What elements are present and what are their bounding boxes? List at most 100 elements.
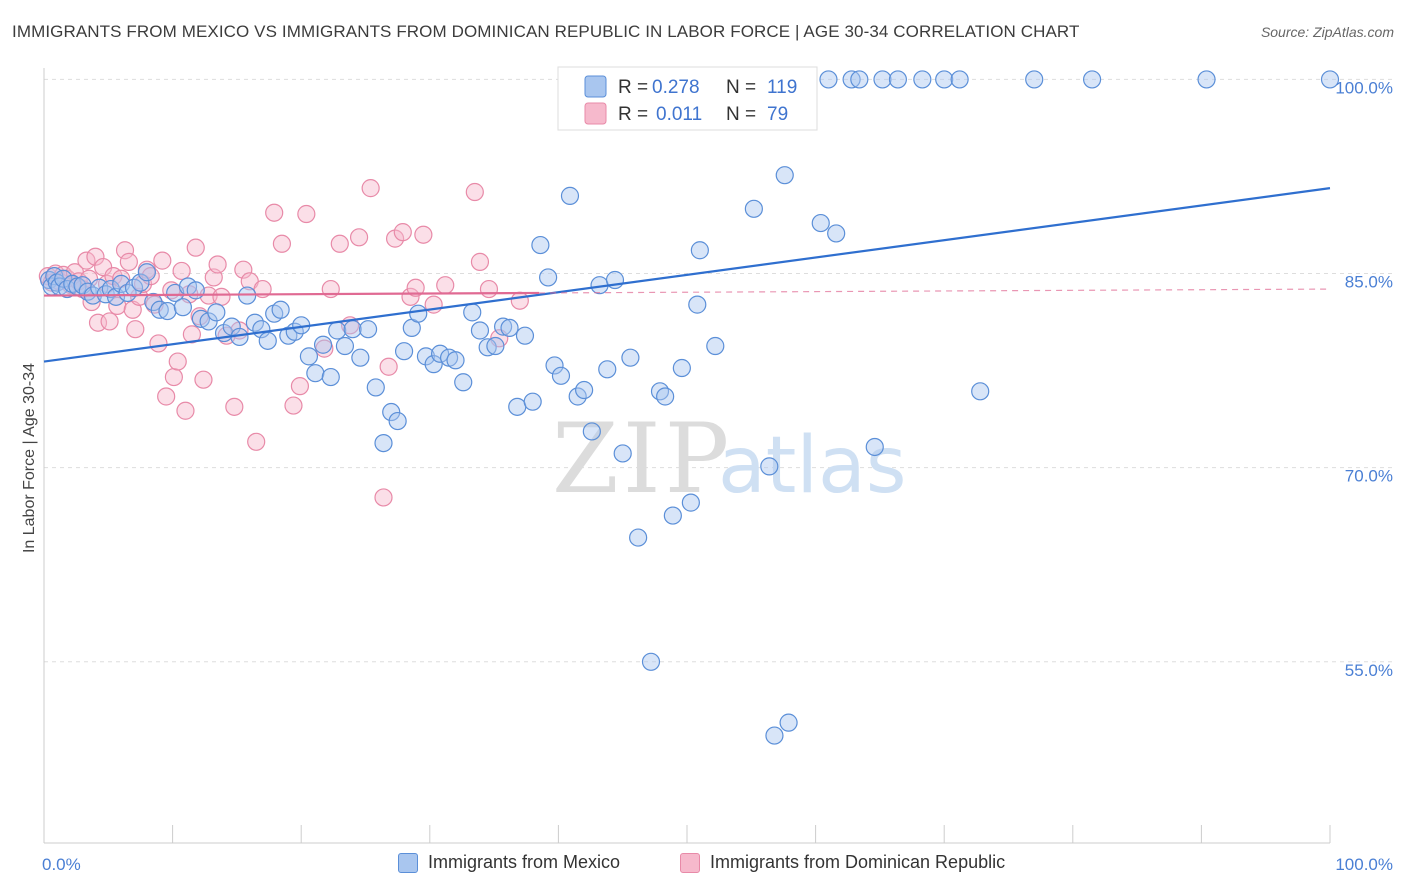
legend-item-mexico: Immigrants from Mexico	[398, 852, 620, 873]
watermark: ZIP atlas	[552, 403, 907, 515]
point-dominican-45	[208, 255, 227, 274]
point-mexico-54	[382, 402, 401, 422]
point-dominican-46	[212, 287, 231, 306]
point-dominican-50	[234, 260, 253, 279]
legend-n-label-mexico: N =	[726, 77, 756, 98]
point-dominican-56	[284, 396, 303, 415]
point-mexico-72	[515, 326, 535, 345]
point-mexico-37	[258, 331, 277, 350]
point-mexico-114	[888, 70, 908, 89]
point-dominican-74	[465, 182, 484, 202]
x-tick-labels: 0.0% 100.0%	[42, 855, 1393, 874]
series-legend: Immigrants from Mexico Immigrants from D…	[0, 850, 1406, 880]
y-axis-label: In Labor Force | Age 30-34	[21, 363, 38, 553]
point-dominican-61	[330, 234, 349, 253]
trend-lines	[43, 187, 1331, 363]
point-dominican-39	[182, 325, 201, 344]
y-tick-label-2: 70.0%	[1345, 467, 1393, 486]
point-dominican-12	[82, 292, 101, 312]
point-dominican-75	[470, 252, 490, 271]
point-mexico-107	[811, 213, 830, 233]
point-mexico-56	[394, 342, 414, 361]
point-mexico-88	[641, 652, 661, 671]
point-mexico-69	[494, 317, 513, 336]
point-dominican-14	[88, 313, 108, 332]
legend-r-value-mexico: 0.278	[652, 77, 700, 98]
point-dominican-55	[272, 234, 292, 253]
point-mexico-70	[500, 318, 519, 338]
point-mexico-76	[545, 356, 564, 375]
point-mexico-5	[54, 269, 73, 288]
y-tick-label-1: 85.0%	[1345, 273, 1393, 292]
point-mexico-35	[245, 313, 265, 332]
point-mexico-63	[446, 351, 465, 370]
point-dominican-22	[119, 252, 138, 271]
watermark-atlas: atlas	[718, 421, 907, 511]
point-mexico-108	[819, 70, 838, 89]
point-mexico-122	[1320, 70, 1340, 89]
legend-r-value-dominican: 0.011	[656, 104, 702, 125]
point-mexico-73	[523, 392, 542, 411]
point-dominican-78	[510, 291, 529, 310]
point-mexico-25	[173, 298, 192, 317]
x-tick-label-0: 0.0%	[42, 855, 81, 874]
point-dominican-21	[115, 241, 135, 260]
trend-line-mexico	[43, 187, 1331, 363]
point-mexico-23	[158, 301, 177, 321]
point-mexico-22	[150, 300, 169, 319]
point-mexico-48	[335, 336, 355, 356]
point-dominican-64	[361, 179, 380, 198]
point-mexico-109	[827, 224, 846, 243]
point-mexico-68	[486, 336, 505, 356]
point-mexico-92	[672, 358, 691, 378]
point-dominican-31	[153, 251, 172, 270]
point-mexico-39	[271, 300, 290, 319]
point-mexico-51	[358, 320, 378, 339]
source-credit: Source: ZipAtlas.com	[1260, 24, 1394, 40]
point-mexico-86	[621, 348, 640, 367]
point-mexico-100	[744, 199, 763, 218]
point-mexico-71	[508, 397, 527, 416]
point-mexico-55	[388, 411, 407, 431]
chart-title: IMMIGRANTS FROM MEXICO VS IMMIGRANTS FRO…	[12, 22, 1080, 41]
point-mexico-91	[663, 506, 682, 525]
point-dominican-48	[225, 397, 244, 416]
legend-r-label-mexico: R =	[618, 77, 648, 98]
point-mexico-78	[560, 186, 580, 205]
point-mexico-111	[850, 70, 869, 89]
point-dominican-15	[94, 257, 113, 277]
point-mexico-80	[575, 380, 594, 400]
point-mexico-115	[913, 70, 932, 89]
trend-line-dominican	[43, 291, 540, 297]
point-dominican-63	[349, 228, 369, 247]
point-mexico-27	[186, 281, 205, 300]
point-mexico-30	[207, 303, 226, 322]
point-mexico-64	[454, 373, 473, 392]
point-mexico-58	[409, 304, 428, 323]
point-mexico-50	[351, 348, 370, 367]
point-mexico-113	[873, 70, 892, 89]
point-mexico-49	[343, 320, 362, 339]
point-mexico-46	[321, 367, 340, 387]
point-mexico-94	[688, 295, 707, 314]
point-mexico-66	[470, 321, 490, 340]
point-mexico-85	[613, 444, 632, 463]
point-mexico-112	[865, 437, 884, 457]
point-dominican-35	[168, 352, 187, 371]
point-mexico-53	[374, 433, 393, 453]
legend-label-mexico: Immigrants from Mexico	[428, 852, 621, 872]
point-dominican-52	[247, 432, 266, 451]
legend-n-label-dominican: N =	[726, 104, 756, 125]
point-dominican-66	[379, 357, 398, 376]
point-dominican-65	[374, 488, 393, 507]
point-mexico-77	[551, 366, 571, 385]
stats-legend: R = 0.278 N = 119 R = 0.011 N = 79	[557, 66, 818, 131]
point-dominican-73	[436, 276, 455, 295]
legend-n-value-dominican: 79	[767, 104, 788, 125]
point-mexico-120	[1082, 70, 1102, 89]
point-mexico-79	[568, 387, 587, 406]
point-dominican-10	[77, 251, 96, 270]
point-dominican-57	[290, 377, 310, 396]
point-dominican-30	[149, 334, 168, 353]
legend-swatch-mexico	[584, 75, 607, 98]
